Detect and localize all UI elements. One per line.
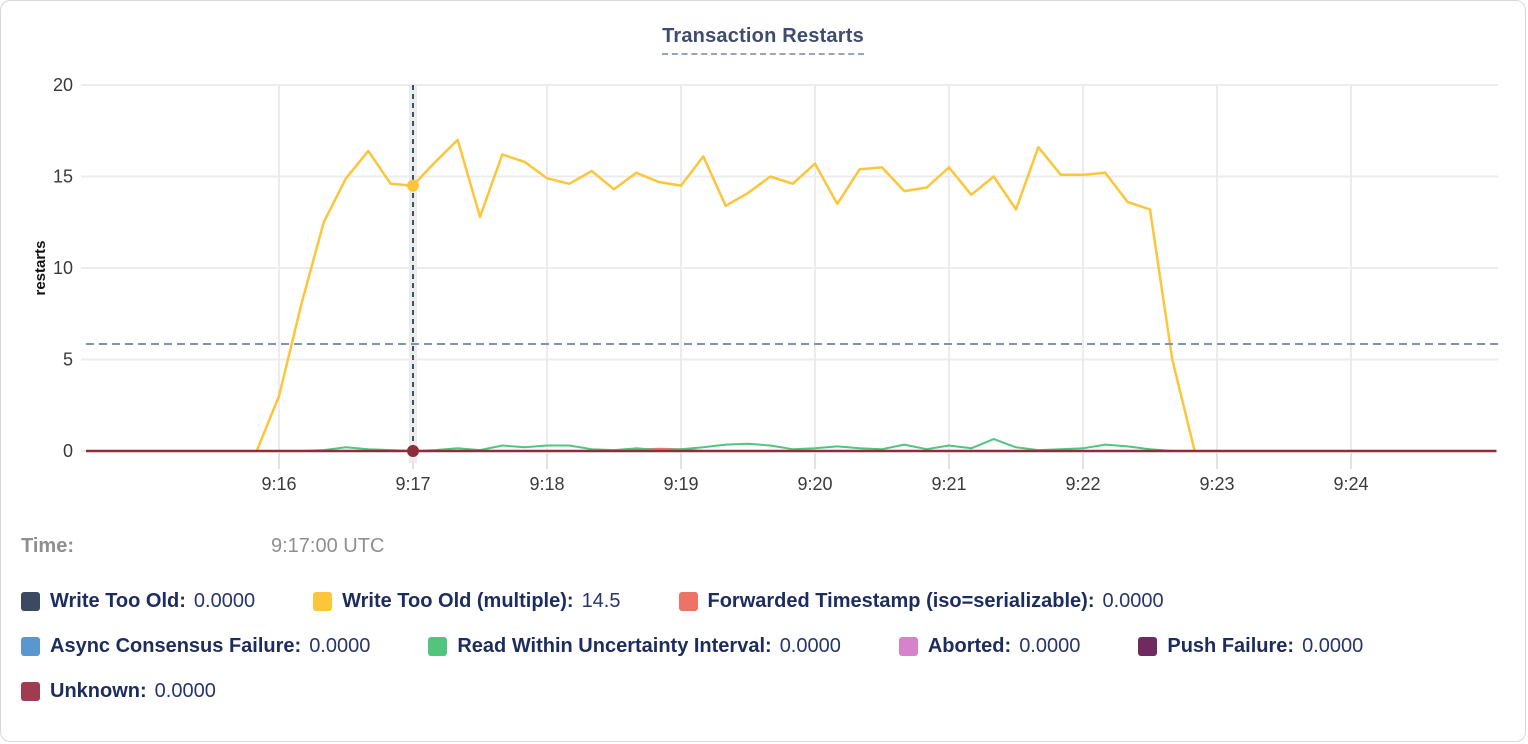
x-tick-label: 9:24 <box>1333 474 1368 494</box>
y-axis-label: restarts <box>32 240 49 295</box>
x-tick-label: 9:17 <box>395 474 430 494</box>
legend-item-read-within-uncertainty: Read Within Uncertainty Interval: 0.0000 <box>428 635 841 658</box>
y-tick-label: 20 <box>53 75 73 95</box>
legend-row-1: Write Too Old: 0.0000 Write Too Old (mul… <box>21 590 1164 613</box>
x-tick-label: 9:21 <box>931 474 966 494</box>
y-tick-label: 5 <box>63 350 73 370</box>
x-tick-label: 9:18 <box>529 474 564 494</box>
series-line-write-too-old-multiple- <box>255 138 1196 452</box>
time-value: 9:17:00 UTC <box>271 535 385 557</box>
x-tick-label: 9:16 <box>261 474 296 494</box>
y-tick-label: 10 <box>53 258 73 278</box>
transaction-restarts-chart[interactable]: 0 5 10 15 20 9:16 9:17 9:18 9:19 9:20 9:21 9:22 9:23… <box>1 1 1526 501</box>
write-too-old-multiple-swatch <box>313 592 333 611</box>
x-tick-label: 9:19 <box>663 474 698 494</box>
legend-item-async-consensus-failure: Async Consensus Failure: 0.0000 <box>21 635 370 658</box>
legend-item-write-too-old: Write Too Old: 0.0000 <box>21 590 255 613</box>
write-too-old-swatch <box>21 592 40 611</box>
y-tick-label: 15 <box>53 167 73 187</box>
time-label: Time: <box>21 535 74 557</box>
x-tick-label: 9:20 <box>797 474 832 494</box>
legend-item-forwarded-timestamp: Forwarded Timestamp (iso=serializable): … <box>678 590 1164 613</box>
unknown-swatch <box>21 682 40 701</box>
x-tick-label: 9:22 <box>1065 474 1100 494</box>
y-tick-label: 0 <box>63 441 73 461</box>
chart-header: Transaction Restarts <box>1 25 1525 55</box>
x-tick-label: 9:23 <box>1199 474 1234 494</box>
aborted-swatch <box>898 637 918 656</box>
legend-item-aborted: Aborted: 0.0000 <box>898 635 1080 658</box>
crosshair-dot-unknown <box>407 445 419 457</box>
legend-row-2: Async Consensus Failure: 0.0000 Read Wit… <box>21 635 1363 658</box>
push-failure-swatch <box>1138 637 1158 656</box>
legend-item-write-too-old-multiple: Write Too Old (multiple): 14.5 <box>313 590 621 613</box>
crosshair-dot-write-too-old-multiple- <box>407 179 419 192</box>
legend-item-push-failure: Push Failure: 0.0000 <box>1138 635 1363 658</box>
chart-title[interactable]: Transaction Restarts <box>662 25 864 55</box>
legend-row-3: Unknown: 0.0000 <box>21 680 216 703</box>
async-consensus-failure-swatch <box>21 637 40 656</box>
tooltip-time-row: Time: 9:17:00 UTC <box>21 535 384 558</box>
series-line-read-within-uncertainty-interval <box>86 438 1497 452</box>
read-within-uncertainty-swatch <box>428 637 448 656</box>
forwarded-timestamp-swatch <box>678 592 698 611</box>
legend-item-unknown: Unknown: 0.0000 <box>21 680 216 703</box>
